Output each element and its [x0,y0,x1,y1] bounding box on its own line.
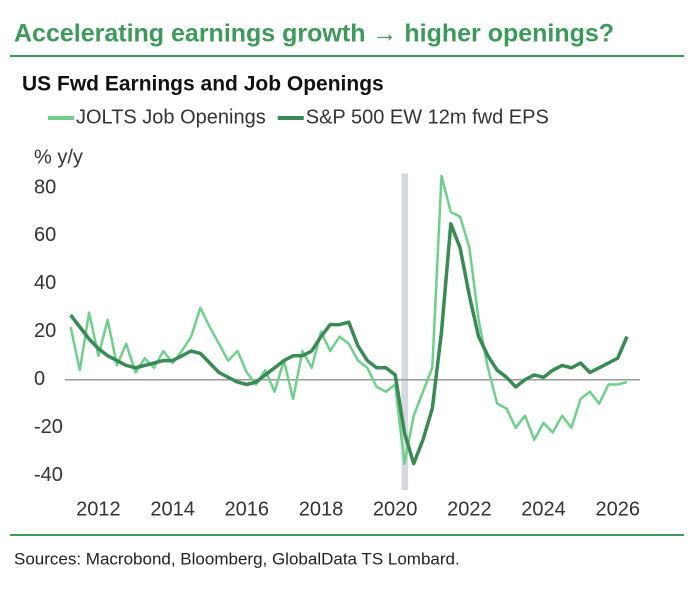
legend-label: S&P 500 EW 12m fwd EPS [306,106,549,128]
y-tick-label: -40 [34,464,63,486]
y-tick-label: -20 [34,416,63,438]
x-tick-label: 2022 [447,498,492,520]
source-note: Sources: Macrobond, Bloomberg, GlobalDat… [14,549,460,568]
x-tick-label: 2018 [299,498,344,520]
y-tick-label: 20 [34,320,56,342]
x-tick-label: 2020 [373,498,418,520]
chart-subtitle: US Fwd Earnings and Job Openings [22,73,384,96]
y-tick-label: 0 [34,368,45,390]
chart-title: Accelerating earnings growth → higher op… [14,20,614,48]
x-tick-label: 2016 [225,498,270,520]
series-line [69,222,629,466]
x-tick-label: 2024 [521,498,566,520]
x-tick-label: 2012 [76,498,121,520]
y-tick-label: 40 [34,272,56,294]
y-tick-label: 80 [34,176,56,198]
shaded-period [401,173,409,490]
y-axis-label: % y/y [34,146,83,168]
x-tick-label: 2026 [595,498,640,520]
x-tick-label: 2014 [150,498,195,520]
series-line [69,174,628,465]
y-tick-label: 60 [34,224,56,246]
legend-label: JOLTS Job Openings [76,106,266,128]
